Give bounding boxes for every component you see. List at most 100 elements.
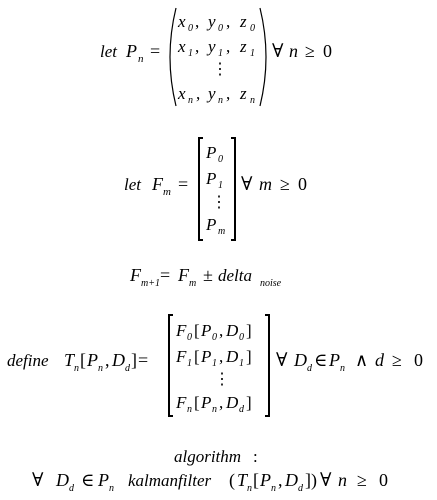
eq4-cell-sub: 0	[187, 332, 192, 343]
alg-open-bracket: [	[253, 470, 259, 490]
eq4-cell: F	[175, 347, 187, 366]
alg-forall: ∀	[32, 470, 44, 491]
eq4-cell: D	[225, 393, 239, 412]
eq2-equals: =	[178, 174, 188, 194]
eq4-vdots: ⋮	[214, 371, 230, 388]
eq1-symbol-sub: n	[138, 53, 144, 65]
eq4-cell: P	[200, 347, 211, 366]
alg-open-paren: (	[229, 470, 235, 491]
eq4-cond-p-sub: n	[340, 363, 345, 374]
eq1-row-0: x 0 , y 0 , z 0	[177, 12, 255, 34]
eq4-comma: ,	[219, 321, 223, 340]
eq1-cell-sub: 1	[250, 48, 255, 59]
algorithm-heading: algorithm	[174, 447, 241, 466]
alg-p-sub: n	[109, 483, 114, 494]
eq1-cell-sub: 1	[188, 48, 193, 59]
eq1-row-n: x n , y n , z n	[177, 84, 255, 106]
eq3-lhs-sub: m+1	[141, 278, 160, 289]
eq4-arg-d-sub: d	[125, 363, 131, 374]
eq4-row-1: F 1 [ P 1 , D 1 ]	[175, 347, 252, 369]
eq4-cond-rel: ≥	[392, 350, 402, 370]
eq1-forall: ∀	[272, 41, 284, 62]
eq2-cell-sub: m	[218, 226, 225, 237]
eq3-op: ±	[203, 265, 213, 285]
alg-tail-var: n	[338, 470, 347, 490]
alg-tail-forall: ∀	[320, 470, 332, 491]
eq4-row-0: F 0 [ P 0 , D 0 ]	[175, 321, 252, 343]
eq2-symbol: F	[151, 174, 164, 194]
equation-3: F m+1 = F m ± delta noise	[129, 265, 282, 289]
eq1-cell-sub: 1	[218, 48, 223, 59]
eq4-comma: ,	[219, 393, 223, 412]
eq2-cond-val: 0	[298, 174, 307, 194]
alg-p: P	[97, 470, 109, 490]
eq4-cond-var: d	[375, 350, 385, 370]
eq4-comma: ,	[219, 347, 223, 366]
eq4-arg-p-sub: n	[98, 363, 103, 374]
eq2-cell-sub: 1	[218, 180, 223, 191]
eq4-cond-p: P	[328, 350, 340, 370]
eq3-noise-sub: noise	[260, 278, 282, 289]
eq4-cell-sub: d	[239, 404, 245, 415]
eq4-cond-d: D	[293, 350, 307, 370]
eq1-vdots: ⋮	[212, 61, 228, 78]
eq4-arg-p: P	[86, 350, 98, 370]
eq4-cell-sub: 0	[239, 332, 244, 343]
eq1-cell-sub: 0	[218, 23, 223, 34]
eq1-cell: y	[206, 37, 216, 56]
alg-tail-val: 0	[379, 470, 388, 490]
eq2-symbol-sub: m	[163, 186, 171, 198]
equation-1: let P n = x 0 , y 0 , z 0 x 1 , y 1 , z …	[100, 7, 332, 107]
alg-tail-rel: ≥	[357, 470, 367, 490]
eq2-forall: ∀	[241, 174, 253, 195]
eq1-cell: y	[206, 84, 216, 103]
eq4-bracket: ]	[246, 393, 252, 412]
eq4-close-bracket: ]	[131, 350, 137, 370]
eq4-cell: P	[200, 393, 211, 412]
eq2-cell: P	[205, 169, 216, 188]
eq1-left-paren	[169, 7, 177, 107]
eq1-cell-sub: 0	[250, 23, 255, 34]
eq1-symbol: P	[125, 41, 137, 61]
eq2-cell: P	[205, 143, 216, 162]
eq4-cell: P	[200, 321, 211, 340]
eq1-comma: ,	[195, 12, 199, 31]
eq1-cond-rel: ≥	[305, 41, 315, 61]
eq1-comma: ,	[195, 37, 199, 56]
eq1-cell: x	[177, 84, 186, 103]
eq1-comma: ,	[226, 37, 230, 56]
eq2-cell-sub: 0	[218, 154, 223, 165]
eq3-noise: delta	[218, 266, 252, 285]
eq3-rhs-sub: m	[189, 278, 196, 289]
alg-close-paren: )	[311, 470, 317, 491]
alg-arg-p-sub: n	[271, 483, 276, 494]
eq4-cell-sub: 1	[212, 358, 217, 369]
eq1-cell: z	[239, 84, 247, 103]
eq4-cell-sub: 1	[187, 358, 192, 369]
eq1-cell-sub: n	[188, 95, 193, 106]
eq4-cell: F	[175, 321, 187, 340]
eq1-comma: ,	[226, 12, 230, 31]
eq4-bracket: ]	[246, 347, 252, 366]
alg-func: kalmanfilter	[128, 471, 211, 490]
eq4-right-bracket	[265, 314, 270, 417]
eq2-cond-var: m	[259, 174, 272, 194]
eq1-cell: x	[177, 12, 186, 31]
alg-arg-d: D	[284, 470, 298, 490]
alg-close-bracket: ]	[305, 470, 311, 490]
eq3-rhs: F	[177, 265, 190, 285]
eq4-bracket: [	[194, 321, 200, 340]
eq1-cell: y	[206, 12, 216, 31]
algorithm-colon: :	[253, 447, 258, 466]
alg-t-sub: n	[247, 483, 252, 494]
eq1-cell: z	[239, 12, 247, 31]
eq1-comma: ,	[196, 84, 200, 103]
eq2-right-bracket	[231, 137, 236, 241]
eq4-bracket: ]	[246, 321, 252, 340]
eq2-vdots: ⋮	[211, 194, 227, 211]
eq4-cell: D	[225, 321, 239, 340]
alg-elem: ∈	[81, 470, 94, 490]
eq2-left-bracket	[198, 137, 203, 241]
eq4-and: ∧	[355, 350, 368, 370]
eq4-arg-d: D	[111, 350, 125, 370]
